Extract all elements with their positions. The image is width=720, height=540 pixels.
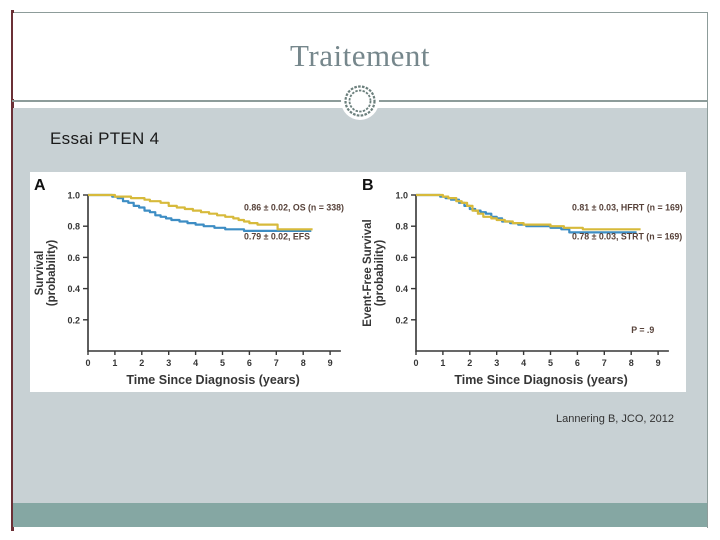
svg-text:2: 2 (467, 358, 472, 368)
svg-text:(probability): (probability) (374, 240, 386, 307)
svg-text:A: A (34, 177, 46, 194)
figure-panel: 0 1 2 3 4 5 6 7 8 9 0.2 0.4 0.6 0.8 1.0 Survival (probab… (30, 172, 686, 392)
svg-text:0.2: 0.2 (67, 315, 80, 325)
event-free-survival-chart-b: 0 1 2 3 4 5 6 7 8 9 0.2 0.4 0.6 0.8 1.0 Event-Free Surv… (358, 172, 686, 392)
svg-text:3: 3 (494, 358, 499, 368)
svg-text:0.4: 0.4 (395, 284, 408, 294)
svg-text:9: 9 (328, 358, 333, 368)
svg-text:6: 6 (247, 358, 252, 368)
svg-text:0.78 ± 0.03, STRT (n = 169): 0.78 ± 0.03, STRT (n = 169) (572, 232, 682, 242)
svg-text:9: 9 (656, 358, 661, 368)
svg-text:1.0: 1.0 (395, 191, 408, 201)
svg-text:5: 5 (220, 358, 225, 368)
svg-text:Time Since Diagnosis (years): Time Since Diagnosis (years) (126, 373, 299, 387)
svg-text:Time Since Diagnosis (years): Time Since Diagnosis (years) (454, 373, 627, 387)
svg-text:(probability): (probability) (46, 240, 58, 307)
svg-text:5: 5 (548, 358, 553, 368)
svg-text:7: 7 (602, 358, 607, 368)
svg-text:4: 4 (193, 358, 198, 368)
svg-text:0.8: 0.8 (395, 222, 408, 232)
svg-text:0.6: 0.6 (395, 253, 408, 263)
svg-text:0: 0 (413, 358, 418, 368)
svg-text:0.81 ± 0.03, HFRT (n = 169): 0.81 ± 0.03, HFRT (n = 169) (572, 203, 683, 213)
survival-chart-a: 0 1 2 3 4 5 6 7 8 9 0.2 0.4 0.6 0.8 1.0 Survival (probab… (30, 172, 358, 392)
svg-text:B: B (362, 177, 374, 194)
svg-text:3: 3 (166, 358, 171, 368)
svg-text:0.4: 0.4 (67, 284, 80, 294)
svg-text:7: 7 (274, 358, 279, 368)
svg-text:1: 1 (112, 358, 117, 368)
svg-text:0.79 ± 0.02, EFS: 0.79 ± 0.02, EFS (244, 232, 310, 242)
citation-text: Lannering B, JCO, 2012 (555, 413, 674, 425)
svg-text:Event-Free Survival: Event-Free Survival (362, 219, 374, 326)
svg-text:4: 4 (521, 358, 526, 368)
svg-text:0.8: 0.8 (67, 222, 80, 232)
slide-subtitle: Essai PTEN 4 (50, 129, 160, 148)
svg-text:0.6: 0.6 (67, 253, 80, 263)
circle-ornament-icon (341, 82, 379, 120)
svg-text:8: 8 (301, 358, 306, 368)
svg-text:0: 0 (85, 358, 90, 368)
slide-title: Traitement (290, 38, 430, 73)
svg-text:1: 1 (440, 358, 445, 368)
svg-text:0.2: 0.2 (395, 315, 408, 325)
svg-text:1.0: 1.0 (67, 191, 80, 201)
svg-text:Survival: Survival (34, 251, 46, 296)
svg-text:8: 8 (629, 358, 634, 368)
svg-text:2: 2 (139, 358, 144, 368)
svg-text:0.86 ± 0.02, OS (n = 338): 0.86 ± 0.02, OS (n = 338) (244, 203, 344, 213)
svg-text:P = .9: P = .9 (631, 325, 654, 335)
frame-right-border (707, 12, 708, 528)
svg-text:6: 6 (575, 358, 580, 368)
footer-band (13, 503, 707, 527)
frame-left-accent-stripe (11, 10, 14, 531)
frame-top-border (12, 12, 708, 13)
